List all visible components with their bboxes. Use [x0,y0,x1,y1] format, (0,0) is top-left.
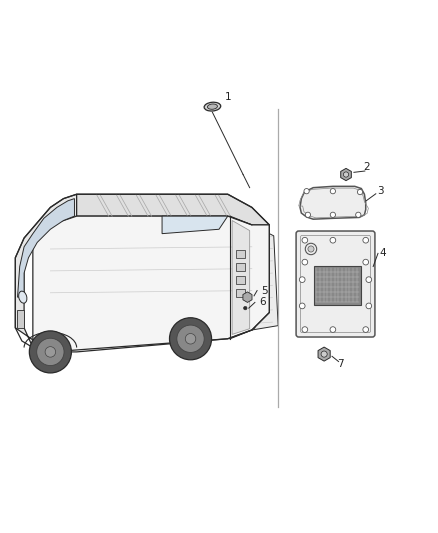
Ellipse shape [208,104,217,109]
Polygon shape [232,221,250,334]
Polygon shape [17,310,24,328]
Circle shape [302,237,307,243]
Circle shape [177,325,204,352]
Text: 7: 7 [337,359,344,369]
Polygon shape [77,194,269,225]
Circle shape [37,338,64,366]
Ellipse shape [204,102,221,111]
Polygon shape [18,199,74,297]
Circle shape [299,277,305,282]
Circle shape [363,237,368,243]
Circle shape [330,327,336,333]
Text: 4: 4 [380,248,387,259]
Polygon shape [15,194,77,352]
Circle shape [29,331,71,373]
Circle shape [302,259,307,265]
Circle shape [363,327,368,333]
Circle shape [321,351,327,357]
Circle shape [343,172,349,177]
Text: 6: 6 [259,297,266,308]
Circle shape [366,277,371,282]
Polygon shape [318,347,330,361]
Circle shape [330,237,336,243]
Circle shape [244,306,247,310]
FancyBboxPatch shape [296,231,375,337]
Polygon shape [162,216,228,233]
Text: 1: 1 [224,92,231,102]
Ellipse shape [19,291,27,303]
Circle shape [330,212,336,217]
Circle shape [363,259,368,265]
Circle shape [302,327,307,333]
Polygon shape [33,216,269,352]
Text: 3: 3 [377,186,384,196]
Bar [236,250,245,258]
Bar [236,289,245,297]
Bar [236,263,245,271]
Circle shape [45,346,56,357]
Circle shape [170,318,212,360]
Polygon shape [252,225,278,330]
Polygon shape [341,168,351,181]
Bar [236,276,245,284]
Text: 5: 5 [261,286,268,296]
Circle shape [305,212,311,217]
Circle shape [366,303,371,309]
Circle shape [308,246,314,252]
Circle shape [356,212,361,217]
Circle shape [330,189,336,194]
Circle shape [299,303,305,309]
Circle shape [304,189,309,194]
Polygon shape [252,225,255,330]
Circle shape [185,334,196,344]
Polygon shape [243,292,252,302]
FancyBboxPatch shape [314,265,361,304]
Circle shape [357,189,363,195]
Polygon shape [300,187,366,219]
Text: 2: 2 [364,161,371,172]
